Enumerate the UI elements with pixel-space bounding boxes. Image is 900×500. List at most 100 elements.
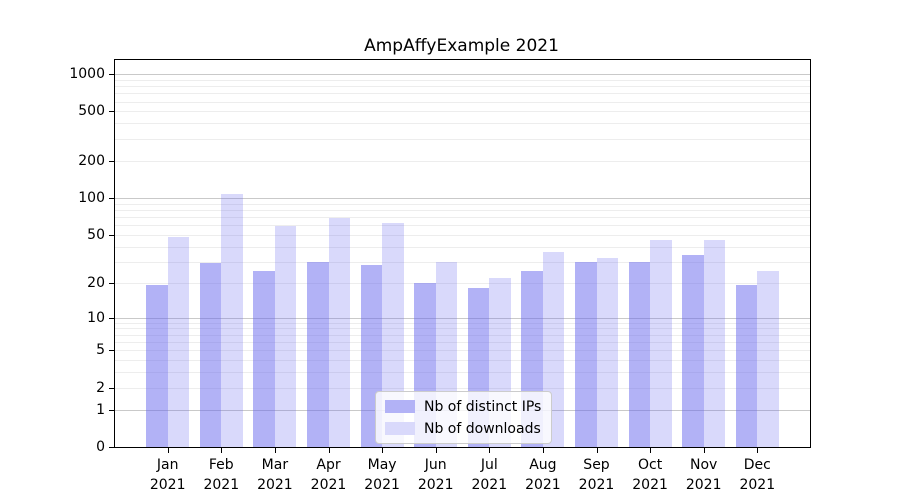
y-gridline-minor [115, 334, 810, 336]
x-tick-year: 2021 [578, 476, 615, 493]
y-tick-mark [109, 409, 114, 411]
x-tick-year: 2021 [149, 476, 186, 493]
y-tick-label: 2 [96, 379, 105, 396]
x-tick-month: Sep [583, 457, 610, 473]
x-tick-month: Oct [637, 457, 663, 473]
bar-downloads-apr [328, 218, 350, 447]
x-tick-year: 2021 [685, 476, 722, 493]
bar-distinct-ips-oct [628, 261, 651, 447]
y-gridline-minor [115, 387, 810, 389]
x-tick-label: May 2021 [364, 456, 400, 495]
x-tick-label: Jan 2021 [150, 456, 186, 495]
x-tick-year: 2021 [525, 476, 561, 493]
x-tick-mark [328, 448, 330, 453]
x-tick-label: Aug 2021 [525, 456, 561, 495]
x-tick-year: 2021 [203, 476, 240, 493]
y-gridline-major [115, 317, 810, 319]
x-tick-month: Dec [743, 457, 771, 473]
y-tick-mark [109, 447, 114, 448]
x-tick-label: Nov 2021 [686, 456, 722, 495]
x-tick-label: Mar 2021 [257, 456, 293, 495]
x-tick-year: 2021 [417, 476, 454, 493]
x-tick-label: Sep 2021 [579, 456, 615, 495]
chart-title: AmpAffyExample 2021 [364, 36, 559, 56]
x-tick-year: 2021 [310, 476, 347, 493]
bar-downloads-dec [757, 271, 779, 447]
y-tick-label: 20 [87, 274, 105, 291]
y-tick-mark [109, 387, 114, 389]
x-tick-mark [650, 448, 652, 453]
y-gridline-minor [115, 160, 810, 162]
x-tick-label: Apr 2021 [311, 456, 347, 495]
x-tick-mark [489, 448, 491, 453]
bar-downloads-feb [221, 194, 243, 447]
y-tick-mark [109, 160, 114, 162]
y-tick-mark [109, 350, 114, 352]
legend-swatch-distinct-ips [385, 400, 415, 413]
y-gridline-minor [115, 372, 810, 374]
x-tick-month: Feb [208, 457, 234, 473]
y-tick-label: 10 [87, 309, 105, 326]
legend: Nb of distinct IPs Nb of downloads [375, 391, 553, 444]
bar-downloads-sep [596, 258, 618, 447]
y-gridline-minor [115, 234, 810, 236]
y-gridline-minor [115, 322, 810, 324]
y-gridline-minor [115, 203, 810, 205]
plot-area: Nb of distinct IPs Nb of downloads 0 1 2 5 1… [69, 59, 811, 493]
y-tick-mark [109, 317, 114, 319]
x-tick-mark [757, 448, 759, 453]
legend-swatch-downloads [385, 422, 415, 435]
x-tick-month: Jun [424, 457, 447, 473]
y-gridline-minor [115, 79, 810, 81]
y-gridline-minor [115, 225, 810, 227]
y-gridline-minor [115, 86, 810, 88]
y-tick-label: 1 [96, 401, 105, 418]
y-gridline-minor [115, 360, 810, 362]
x-tick-label: Jun 2021 [418, 456, 454, 495]
y-tick-label: 1000 [69, 66, 105, 82]
bar-distinct-ips-apr [307, 261, 329, 447]
y-gridline-minor [115, 138, 810, 140]
bar-downloads-oct [650, 240, 672, 447]
x-tick-label: Oct 2021 [632, 456, 668, 495]
y-tick-label: 200 [78, 152, 105, 169]
x-tick-year: 2021 [739, 476, 776, 493]
x-tick-month: Jul [480, 457, 498, 473]
y-tick-mark [109, 74, 114, 75]
y-gridline-minor [115, 111, 810, 113]
y-gridline-minor [115, 342, 810, 343]
y-gridline-minor [115, 261, 810, 263]
y-gridline-minor [115, 209, 810, 211]
y-gridline-minor [115, 282, 810, 284]
x-tick-month: Jan [156, 457, 179, 473]
legend-label-distinct-ips: Nb of distinct IPs [424, 398, 542, 415]
x-tick-month: Mar [261, 457, 289, 473]
x-tick-mark [167, 448, 169, 453]
x-tick-month: Apr [316, 457, 341, 473]
legend-label-downloads: Nb of downloads [424, 420, 541, 437]
x-tick-mark [703, 448, 705, 453]
x-tick-mark [435, 448, 437, 453]
y-gridline-minor [115, 216, 810, 218]
y-gridline-minor [115, 328, 810, 330]
x-tick-month: Nov [690, 457, 718, 473]
x-tick-month: Aug [529, 457, 557, 473]
x-tick-label: Feb 2021 [203, 456, 239, 495]
legend-item-distinct-ips: Nb of distinct IPs [385, 397, 541, 416]
y-gridline-minor [115, 246, 810, 248]
y-tick-label: 100 [78, 189, 105, 206]
x-tick-year: 2021 [257, 476, 293, 493]
bar-downloads-nov [703, 240, 726, 447]
y-tick-mark [109, 111, 114, 113]
bar-distinct-ips-jan [146, 285, 168, 447]
bar-distinct-ips-sep [575, 261, 597, 447]
y-tick-label: 50 [87, 226, 105, 243]
bar-downloads-may [382, 222, 404, 447]
y-gridline-minor [115, 101, 810, 103]
bar-distinct-ips-feb [199, 263, 222, 447]
x-tick-year: 2021 [632, 476, 668, 493]
y-gridline-major [115, 74, 810, 75]
x-tick-mark [382, 448, 384, 453]
bar-distinct-ips-dec [735, 285, 758, 447]
